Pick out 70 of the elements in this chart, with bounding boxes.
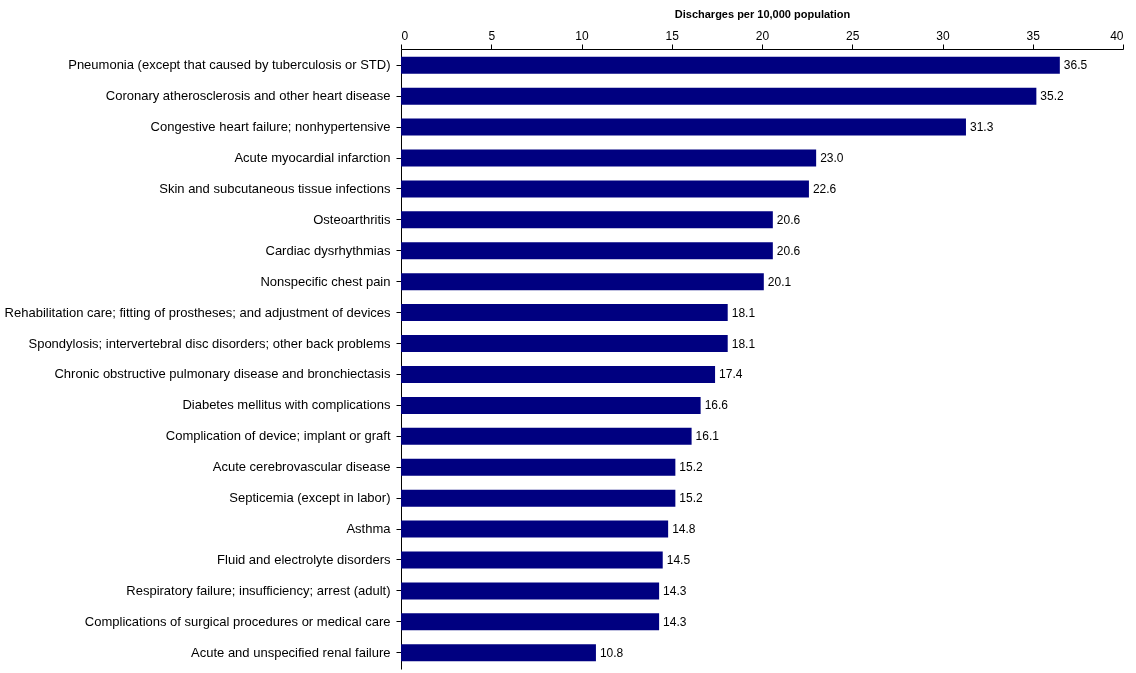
data-label: 22.6 (812, 181, 837, 196)
bar (401, 273, 764, 291)
data-label: 14.3 (663, 614, 687, 629)
y-tick-label: Coronary atherosclerosis and other heart disease (105, 88, 391, 104)
x-tick-label: 10 (575, 28, 589, 43)
bar (401, 365, 716, 383)
bar (401, 335, 728, 353)
y-tick-label: Respiratory failure; insufficiency; arrest (adult) (126, 582, 391, 598)
bar (401, 118, 966, 136)
bar (401, 644, 596, 662)
data-label: 18.1 (731, 336, 756, 351)
bar (401, 56, 1060, 74)
data-label: 16.1 (695, 429, 720, 444)
data-label: 20.1 (767, 274, 792, 289)
data-label: 18.1 (731, 305, 756, 320)
data-label: 14.8 (672, 522, 696, 537)
bar (401, 458, 676, 476)
y-tick-label: Complication of device; implant or graft (165, 428, 391, 444)
bar (401, 520, 669, 538)
y-tick-label: Chronic obstructive pulmonary disease and bronchiectasis (54, 366, 391, 382)
bar (401, 396, 701, 414)
x-tick-label: 15 (665, 28, 680, 43)
data-label: 31.3 (969, 120, 994, 135)
bar (401, 180, 809, 198)
y-tick-label: Osteoarthritis (313, 211, 391, 227)
y-tick-label: Rehabilitation care; fitting of prostheses; and adjustment of devices (4, 304, 391, 320)
data-label: 17.4 (719, 367, 743, 382)
y-tick-label: Nonspecific chest pain (260, 273, 391, 289)
x-tick-label: 30 (936, 28, 950, 43)
y-tick-label: Acute and unspecified renal failure (191, 644, 391, 660)
y-tick-label: Skin and subcutaneous tissue infections (159, 180, 391, 196)
y-tick-label: Pneumonia (except that caused by tuberculosis or STD) (68, 57, 391, 73)
y-tick-label: Asthma (346, 521, 392, 537)
data-label: 16.6 (704, 398, 729, 413)
y-tick-label: Congestive heart failure; nonhypertensive (150, 119, 391, 135)
x-tick-label: 0 (401, 28, 409, 43)
data-label: 10.8 (599, 645, 624, 660)
x-tick-label: 5 (488, 28, 496, 43)
bar (401, 242, 773, 260)
data-label: 15.2 (679, 460, 704, 475)
bar (401, 304, 728, 322)
y-tick-label: Septicemia (except in labor) (229, 490, 391, 506)
data-label: 20.6 (776, 212, 801, 227)
bar (401, 613, 660, 631)
data-label: 35.2 (1040, 89, 1065, 104)
x-axis-title: Discharges per 10,000 population (674, 7, 851, 20)
y-tick-label: Diabetes mellitus with complications (182, 397, 391, 413)
bar (401, 427, 692, 445)
y-tick-label: Complications of surgical procedures or medical care (84, 613, 391, 629)
data-label: 36.5 (1063, 58, 1088, 73)
data-label: 15.2 (679, 491, 704, 506)
bar (401, 551, 663, 569)
x-tick-label: 35 (1026, 28, 1041, 43)
y-tick-label: Acute myocardial infarction (234, 150, 391, 165)
data-label: 23.0 (820, 151, 844, 165)
y-tick-label: Spondylosis; intervertebral disc disorders; other back problems (28, 335, 391, 351)
data-label: 14.3 (663, 583, 687, 598)
x-tick-label: 25 (846, 28, 860, 43)
bar (401, 87, 1037, 105)
y-tick-label: Acute cerebrovascular disease (212, 459, 391, 475)
bar (401, 489, 676, 507)
x-tick-label: 20 (755, 28, 770, 43)
bar (401, 211, 773, 229)
y-tick-label: Cardiac dysrhythmias (265, 242, 391, 258)
bar (401, 582, 660, 600)
y-tick-label: Fluid and electrolyte disorders (217, 552, 391, 567)
data-label: 14.5 (666, 553, 691, 567)
data-label: 20.6 (776, 243, 801, 258)
x-tick-label: 40 (1110, 28, 1124, 43)
bar (401, 149, 817, 167)
